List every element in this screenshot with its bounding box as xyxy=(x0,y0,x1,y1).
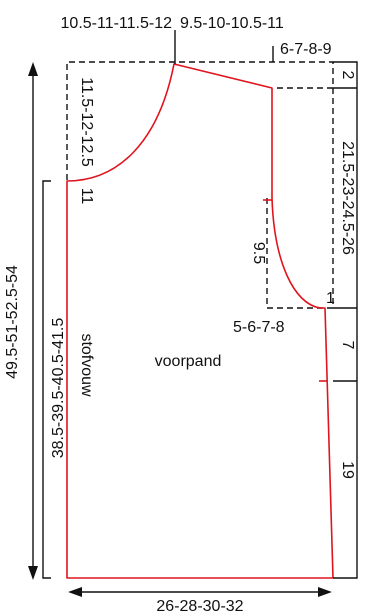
label-side-segment: 7 xyxy=(339,341,356,350)
guide-top-box xyxy=(66,61,334,180)
arrow-left-icon xyxy=(68,587,82,597)
fold-bracket xyxy=(42,180,51,579)
label-fold-length: 38.5-39.5-40.5-41.5 xyxy=(50,318,67,459)
label-piece-name: voorpand xyxy=(155,353,222,370)
label-shoulder-drop-right: 2 xyxy=(339,71,356,80)
labels: 10.5-11-11.5-12 9.5-10-10.5-11 6-7-8-9 2… xyxy=(4,15,356,615)
label-shoulder-drop-left: 11.5-12-12.5 xyxy=(78,77,95,167)
label-neck-drop-left: 11 xyxy=(78,188,95,205)
measure-lines xyxy=(28,30,358,597)
label-width: 26-28-30-32 xyxy=(156,598,243,615)
arrow-up-icon xyxy=(28,62,38,76)
pattern-outline xyxy=(66,63,334,579)
label-hem-segment: 19 xyxy=(339,461,356,479)
arrow-down-icon xyxy=(28,566,38,580)
dashed-guides xyxy=(66,61,334,309)
side-bracket xyxy=(333,61,358,579)
pattern-piece xyxy=(66,63,334,579)
label-shoulder-top-right: 9.5-10-10.5-11 xyxy=(180,15,284,32)
label-armhole-corner: 1 xyxy=(326,290,335,307)
label-fold-text: stofvouw xyxy=(78,333,95,397)
label-total-length: 49.5-51-52.5-54 xyxy=(4,265,21,379)
label-armhole-depth-side: 21.5-23-24.5-26 xyxy=(339,141,356,255)
label-shoulder-top-left: 10.5-11-11.5-12 xyxy=(61,15,173,32)
arrow-right-icon xyxy=(318,587,332,597)
guide-armhole-box xyxy=(266,88,334,309)
label-armhole-inset: 5-6-7-8 xyxy=(233,319,285,336)
label-neck-width: 6-7-8-9 xyxy=(280,41,332,58)
label-armhole-curve-depth: 9.5 xyxy=(250,242,267,264)
